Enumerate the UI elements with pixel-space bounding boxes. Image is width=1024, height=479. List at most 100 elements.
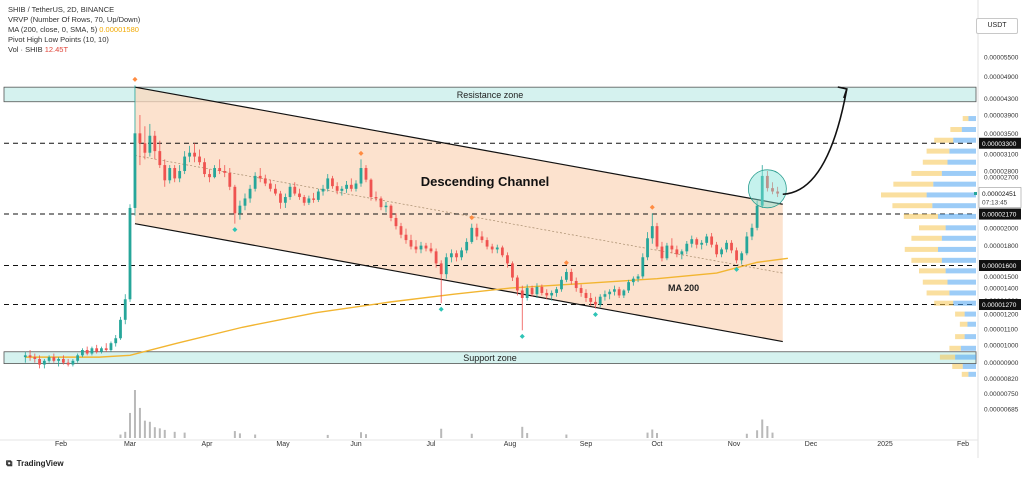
candle-body xyxy=(223,171,227,173)
volume-profile-up-bar xyxy=(926,192,976,198)
volume-profile-down-bar xyxy=(959,321,968,327)
candle-body xyxy=(710,236,714,245)
currency-selector[interactable]: USDT xyxy=(976,18,1018,34)
candle-body xyxy=(233,186,237,214)
zone-band xyxy=(3,86,977,103)
volume-profile-down-bar xyxy=(881,192,927,198)
y-tick-label: 0.00001200 xyxy=(984,312,1019,319)
candle-body xyxy=(460,250,463,258)
ma200-line xyxy=(25,257,788,358)
candle-body xyxy=(28,355,32,358)
volume-bar xyxy=(124,431,127,438)
candle-body xyxy=(138,133,142,144)
candle-body xyxy=(33,357,37,359)
candle-body xyxy=(90,348,94,354)
volume-bar xyxy=(143,420,146,438)
candle-body xyxy=(326,178,330,189)
candle-body xyxy=(555,289,558,293)
vrvp-indicator-label[interactable]: VRVP (Number Of Rows, 70, Up/Down) xyxy=(8,15,141,24)
candle-body xyxy=(636,276,640,279)
candle-body xyxy=(535,286,539,295)
volume-bar xyxy=(148,421,151,438)
candle-body xyxy=(61,358,65,363)
candle-body xyxy=(143,143,147,153)
current-price-box xyxy=(978,187,1022,208)
price-level-box xyxy=(979,137,1021,149)
price-level-label: 0.00001270 xyxy=(982,302,1017,309)
candle-body xyxy=(71,360,75,365)
x-tick-label: 2025 xyxy=(877,441,893,448)
indicator-legend: SHIB / TetherUS, 2D, BINANCE VRVP (Numbe… xyxy=(8,5,140,55)
volume-profile-down-bar xyxy=(926,148,950,154)
candle-body xyxy=(480,236,484,241)
volume-profile-down-bar xyxy=(952,363,963,369)
candle-body xyxy=(66,362,70,365)
candle-body xyxy=(730,242,733,251)
volume-bar xyxy=(470,433,473,438)
candle-body xyxy=(238,205,242,214)
volume-profile-up-bar xyxy=(953,137,976,143)
candle-body xyxy=(321,188,325,192)
projection-arrowhead xyxy=(837,86,848,99)
volume-profile-up-bar xyxy=(964,311,976,317)
candle-body xyxy=(52,357,56,361)
candle-body xyxy=(650,226,654,239)
pivot-indicator-label[interactable]: Pivot High Low Points (10, 10) xyxy=(8,35,109,44)
x-tick-label: Mar xyxy=(124,441,137,448)
x-tick-label: Sep xyxy=(580,441,593,448)
tradingview-logo-icon: ⧉ xyxy=(6,459,13,469)
candle-body xyxy=(213,168,216,178)
volume-profile-down-bar xyxy=(926,290,950,296)
candle-body xyxy=(690,239,694,244)
pivot-low-marker xyxy=(734,266,740,272)
volume-indicator-label[interactable]: Vol · SHIB 12.45T xyxy=(8,45,140,55)
y-tick-label: 0.00001100 xyxy=(984,326,1018,333)
volume-profile-up-bar xyxy=(941,257,976,263)
x-tick-label: Apr xyxy=(202,441,214,448)
volume-profile-up-bar xyxy=(967,321,976,327)
volume-profile-up-bar xyxy=(938,213,976,219)
x-tick-label: Dec xyxy=(805,441,818,448)
volume-bar xyxy=(129,412,131,438)
candle-body xyxy=(283,197,287,203)
volume-profile-up-bar xyxy=(960,345,976,351)
volume-profile-down-bar xyxy=(919,268,946,274)
candle-body xyxy=(374,197,378,199)
candle-body xyxy=(208,174,211,178)
volume-bar xyxy=(365,434,367,438)
candle-body xyxy=(100,348,103,352)
volume-profile-up-bar xyxy=(953,300,976,306)
volume-profile-up-bar xyxy=(945,225,976,231)
candle-body xyxy=(263,178,267,184)
volume-indicator-name: Vol · SHIB xyxy=(8,45,43,54)
price-level-label: 0.00002170 xyxy=(982,212,1017,219)
candle-body xyxy=(622,290,626,296)
y-tick-label: 0.00001800 xyxy=(984,243,1019,250)
candle-body xyxy=(515,277,519,291)
candle-body xyxy=(485,240,489,247)
symbol-title[interactable]: SHIB / TetherUS, 2D, BINANCE xyxy=(8,5,115,14)
volume-bar xyxy=(646,432,649,438)
candle-body xyxy=(133,133,137,208)
ma-indicator-label[interactable]: MA (200, close, 0, SMA, 5) 0.00001580 xyxy=(8,25,140,35)
candle-body xyxy=(589,297,593,302)
candle-body xyxy=(307,198,311,203)
candle-body xyxy=(148,135,152,153)
volume-bar xyxy=(163,429,166,438)
candle-body xyxy=(198,156,201,163)
candle-body xyxy=(312,198,316,200)
candle-body xyxy=(38,358,41,365)
candle-body xyxy=(364,168,368,180)
candle-body xyxy=(253,175,257,189)
y-tick-label: 0.00004300 xyxy=(984,96,1019,103)
candle-body xyxy=(740,253,744,261)
volume-profile-down-bar xyxy=(893,181,934,187)
candle-body xyxy=(379,198,383,208)
candle-body xyxy=(627,282,630,291)
candle-body xyxy=(47,357,51,361)
y-tick-label: 0.00001500 xyxy=(984,274,1019,281)
candle-body xyxy=(705,236,709,243)
candle-body xyxy=(302,197,306,203)
